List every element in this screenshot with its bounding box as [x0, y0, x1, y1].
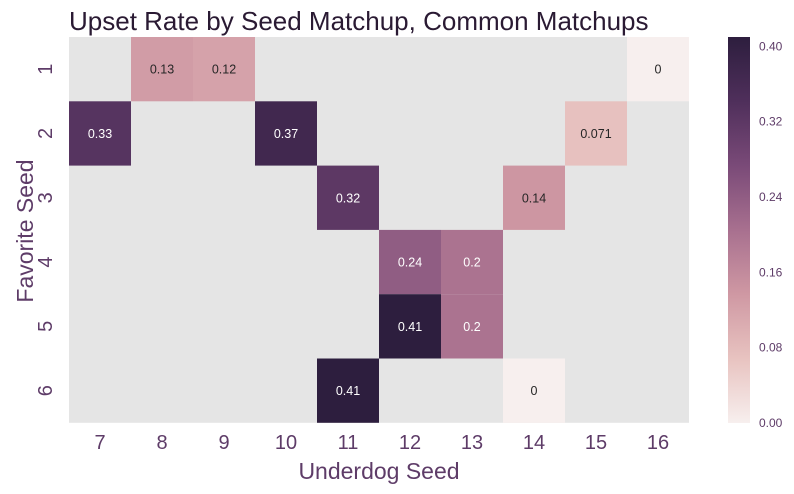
heatmap-cells: 0.13 0.12 0 0.33 0.37 0.071 0.32 0.14 0.24 0.2 0.4… [69, 37, 689, 423]
colorbar-tick-label: 0.16 [759, 265, 783, 279]
heatmap-cell [441, 229, 503, 295]
colorbar-tick-label: 0.08 [759, 341, 783, 355]
colorbar-tick-label: 0.00 [759, 416, 783, 430]
x-tick-label: 16 [647, 432, 669, 454]
x-tick-label: 12 [399, 432, 421, 454]
y-tick-labels: 1 2 3 4 5 6 [35, 64, 57, 397]
x-tick-label: 7 [94, 432, 105, 454]
y-tick-label: 3 [35, 192, 57, 203]
cell-value-label: 0.2 [463, 320, 480, 334]
colorbar [728, 37, 750, 423]
heatmap-cell [441, 294, 503, 359]
cell-value-label: 0 [531, 384, 538, 398]
x-tick-labels: 7 8 9 10 11 12 13 14 15 16 [94, 432, 669, 454]
heatmap-cell [379, 294, 441, 359]
colorbar-tick-label: 0.24 [759, 190, 783, 204]
heatmap-cell [255, 101, 317, 166]
cell-value-label: 0.37 [274, 127, 298, 141]
y-tick-label: 6 [35, 385, 57, 396]
cell-value-label: 0.13 [150, 63, 174, 77]
x-tick-label: 10 [275, 432, 297, 454]
cell-value-label: 0.41 [398, 320, 422, 334]
heatmap-cell [193, 37, 255, 102]
cell-value-label: 0.41 [336, 384, 360, 398]
heatmap-cell [379, 229, 441, 295]
colorbar-tick-label: 0.32 [759, 115, 783, 129]
cell-value-label: 0.33 [88, 127, 112, 141]
x-tick-label: 9 [218, 432, 229, 454]
y-axis-label: Favorite Seed [12, 159, 38, 302]
colorbar-ticks: 0.00 0.08 0.16 0.24 0.32 0.40 [759, 39, 783, 430]
y-tick-label: 1 [35, 64, 57, 75]
heatmap-cell [565, 101, 627, 166]
heatmap-cell [503, 358, 565, 423]
x-tick-label: 8 [156, 432, 167, 454]
y-tick-label: 5 [35, 321, 57, 332]
x-tick-label: 15 [585, 432, 607, 454]
cell-value-label: 0.32 [336, 191, 360, 205]
heatmap-cell [317, 358, 379, 423]
x-tick-label: 14 [523, 432, 545, 454]
cell-value-label: 0.12 [212, 63, 236, 77]
y-tick-label: 2 [35, 128, 57, 139]
x-tick-label: 13 [461, 432, 483, 454]
heatmap-cell [69, 101, 131, 166]
chart-title: Upset Rate by Seed Matchup, Common Match… [69, 6, 649, 36]
heatmap-cell [503, 165, 565, 230]
heatmap-cell [131, 37, 193, 102]
cell-value-label: 0.14 [522, 191, 546, 205]
heatmap-cell [317, 165, 379, 230]
cell-value-label: 0 [655, 63, 662, 77]
colorbar-tick-label: 0.40 [759, 39, 783, 53]
cell-value-label: 0.2 [463, 256, 480, 270]
heatmap-cell [627, 37, 689, 102]
x-axis-label: Underdog Seed [298, 458, 459, 484]
y-tick-label: 4 [35, 256, 57, 267]
x-tick-label: 11 [338, 432, 359, 454]
cell-value-label: 0.071 [580, 127, 611, 141]
cell-value-label: 0.24 [398, 256, 422, 270]
